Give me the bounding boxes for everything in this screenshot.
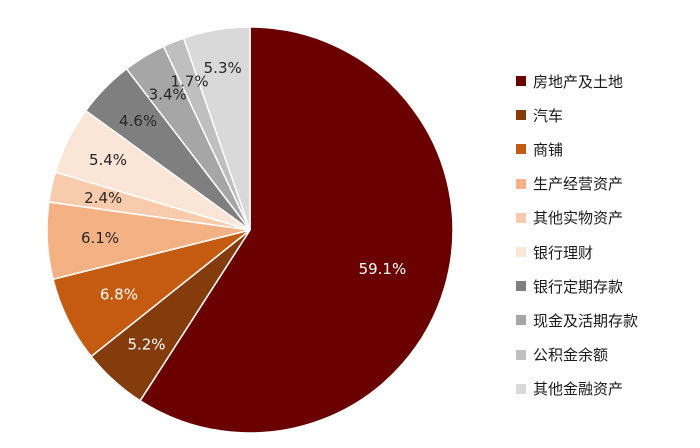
chart-legend: 房地产及土地 汽车商铺生产经营资产 其他实物资产 银行理财银行定期存款 现金及活期存款公… [516, 64, 638, 406]
legend-swatch-1 [516, 110, 526, 121]
legend-item-0: 房地产及土地 [516, 64, 638, 98]
legend-swatch-9 [516, 383, 526, 394]
legend-label-5: 银行理财 [533, 243, 594, 262]
legend-label-6: 银行定期存款 [533, 277, 624, 296]
pie-slices [46, 26, 454, 434]
pie-slice-0 [139, 26, 454, 434]
legend-item-7: 现金及活期存款 [516, 303, 638, 337]
slice-value-label-9: 5.3% [204, 59, 242, 77]
legend-label-4: 其他实物资产 [533, 209, 624, 228]
legend-swatch-4 [516, 212, 526, 223]
slice-value-label-8: 1.7% [171, 73, 209, 91]
slice-value-label-4: 2.4% [84, 189, 122, 207]
slice-value-label-3: 6.1% [81, 229, 119, 247]
pie-slice-labels: 59.1% 5.2% 6.8% 6.1% 2.4% 5.4% 4.6% 3.4%1.7%5.3… [81, 59, 406, 354]
legend-label-9: 其他金融资产 [533, 380, 624, 399]
legend-item-2: 商铺 [516, 132, 638, 166]
legend-swatch-0 [516, 76, 526, 87]
legend-label-7: 现金及活期存款 [533, 311, 639, 330]
legend-item-9: 其他金融资产 [516, 372, 638, 406]
legend-label-2: 商铺 [533, 140, 564, 159]
legend-swatch-3 [516, 178, 526, 189]
slice-value-label-6: 4.6% [119, 112, 157, 130]
legend-label-3: 生产经营资产 [533, 175, 624, 194]
legend-item-6: 银行定期存款 [516, 269, 638, 303]
legend-item-1: 汽车 [516, 98, 638, 132]
legend-item-8: 公积金余额 [516, 338, 638, 372]
legend-swatch-6 [516, 281, 526, 292]
legend-swatch-2 [516, 144, 526, 155]
pie-slice-9 [182, 26, 251, 231]
legend-item-4: 其他实物资产 [516, 201, 638, 235]
slice-value-label-5: 5.4% [89, 151, 127, 169]
legend-label-1: 汽车 [533, 106, 564, 125]
legend-swatch-7 [516, 315, 526, 326]
legend-label-8: 公积金余额 [533, 346, 609, 365]
slice-value-label-0: 59.1% [359, 260, 407, 278]
legend-swatch-8 [516, 349, 526, 360]
legend-label-0: 房地产及土地 [533, 72, 624, 91]
slice-value-label-1: 5.2% [127, 335, 165, 353]
legend-item-5: 银行理财 [516, 235, 638, 269]
legend-item-3: 生产经营资产 [516, 167, 638, 201]
legend-swatch-5 [516, 247, 526, 258]
slice-value-label-2: 6.8% [100, 286, 138, 304]
slice-value-label-7: 3.4% [149, 86, 187, 104]
